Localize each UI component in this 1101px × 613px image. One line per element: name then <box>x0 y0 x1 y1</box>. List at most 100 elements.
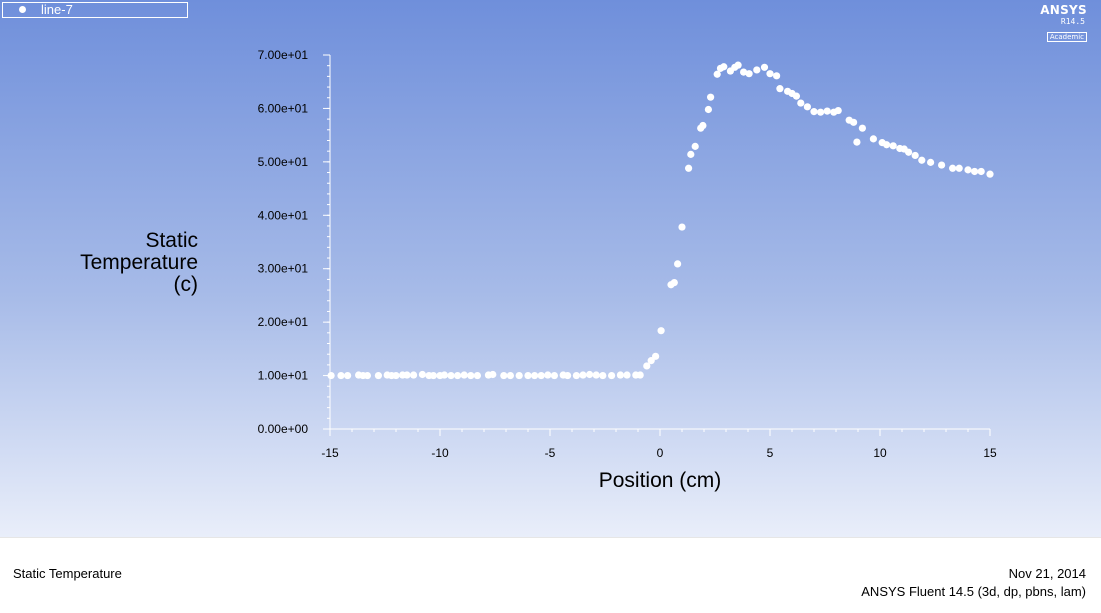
y-tick-label: 4.00e+01 <box>258 208 309 222</box>
data-point <box>858 124 867 132</box>
y-tick-label: 7.00e+01 <box>258 48 309 62</box>
data-point <box>834 106 842 115</box>
logo-version-text: R14.5 <box>1060 17 1085 26</box>
x-tick-label: -15 <box>321 446 339 460</box>
data-point <box>531 371 539 380</box>
data-point <box>810 108 818 116</box>
data-point <box>440 371 448 379</box>
data-point <box>955 164 963 172</box>
footer-bar: Static Temperature Nov 21, 2014 ANSYS Fl… <box>0 537 1101 613</box>
data-point <box>977 167 985 176</box>
data-point <box>753 66 761 74</box>
data-point <box>572 371 581 380</box>
data-point <box>745 70 753 78</box>
data-point <box>500 371 508 380</box>
x-tick-label: 0 <box>657 446 664 460</box>
data-point <box>447 371 455 380</box>
data-point <box>734 61 742 69</box>
data-point <box>704 105 713 114</box>
data-point <box>392 371 400 380</box>
data-point <box>489 370 497 379</box>
data-point <box>670 279 678 287</box>
logo-main-text: ANSYS <box>1040 3 1087 17</box>
data-point <box>803 103 812 111</box>
footer-app-info: ANSYS Fluent 14.5 (3d, dp, pbns, lam) <box>861 584 1086 599</box>
data-point <box>515 371 523 380</box>
data-point <box>687 150 695 158</box>
data-points <box>327 61 994 380</box>
data-point <box>454 371 462 380</box>
y-axis-label: Static Temperature (c) <box>40 230 198 296</box>
data-point <box>623 371 631 379</box>
data-point <box>691 142 699 150</box>
data-point <box>586 370 594 379</box>
data-point <box>707 93 715 101</box>
data-point <box>720 63 728 71</box>
axes: 0.00e+00 1.00e+01 2.00e+01 3.00e+01 4.00e+01… <box>258 48 997 460</box>
data-point <box>823 107 831 115</box>
data-point <box>344 371 352 380</box>
x-tick-label: 15 <box>983 446 997 460</box>
x-tick-label: 5 <box>767 446 774 460</box>
data-point <box>473 371 481 380</box>
data-point <box>740 68 748 76</box>
data-point <box>773 72 781 80</box>
data-point <box>776 85 784 93</box>
data-point <box>760 63 769 71</box>
data-point <box>853 138 861 146</box>
y-axis-label-line: Temperature <box>80 251 198 274</box>
data-point <box>579 371 587 379</box>
y-tick-label: 2.00e+01 <box>258 315 309 329</box>
data-point <box>657 327 665 335</box>
data-point <box>506 371 514 380</box>
y-tick-label: 6.00e+01 <box>258 101 309 115</box>
data-point <box>537 371 545 380</box>
data-point <box>699 121 707 130</box>
data-point <box>949 164 957 172</box>
data-point <box>986 170 994 178</box>
data-point <box>889 142 897 150</box>
data-point <box>550 371 559 380</box>
data-point <box>911 151 919 160</box>
plot-area: line-7 ANSYS R14.5 Academic Static Tempe… <box>0 0 1101 537</box>
data-point <box>674 260 682 268</box>
data-point <box>410 371 418 379</box>
data-point <box>643 362 651 370</box>
data-point <box>850 118 858 126</box>
x-tick-label: -10 <box>431 446 449 460</box>
data-point <box>905 148 913 156</box>
footer-date: Nov 21, 2014 <box>1008 566 1086 581</box>
x-tick-label: 10 <box>873 446 887 460</box>
x-tick-label: -5 <box>545 446 556 460</box>
data-point <box>792 92 801 100</box>
data-point <box>938 161 946 169</box>
data-point <box>713 70 721 78</box>
data-point <box>869 135 878 143</box>
legend: line-7 <box>2 2 188 18</box>
data-point <box>927 158 935 166</box>
data-point <box>418 370 426 379</box>
data-point <box>918 156 926 164</box>
y-tick-label: 3.00e+01 <box>258 262 309 276</box>
data-point <box>524 371 532 380</box>
data-point <box>592 371 600 379</box>
data-point <box>685 164 693 172</box>
data-point <box>460 371 468 379</box>
data-point <box>817 108 825 116</box>
data-point <box>678 223 686 231</box>
legend-label: line-7 <box>41 2 73 17</box>
data-point <box>636 371 644 379</box>
y-tick-label: 0.00e+00 <box>258 422 309 436</box>
footer-title: Static Temperature <box>13 566 122 581</box>
data-point <box>766 70 774 78</box>
data-point <box>964 166 972 174</box>
chart-canvas: 0.00e+00 1.00e+01 2.00e+01 3.00e+01 4.00e+01… <box>258 48 997 460</box>
data-point <box>429 371 437 380</box>
data-point <box>599 371 607 380</box>
y-axis-label-line: Static <box>145 229 198 252</box>
ansys-logo: ANSYS R14.5 Academic <box>1037 4 1087 44</box>
data-point <box>544 371 552 379</box>
data-point <box>883 141 891 149</box>
data-point <box>652 352 660 360</box>
y-axis-label-line: (c) <box>173 273 199 296</box>
